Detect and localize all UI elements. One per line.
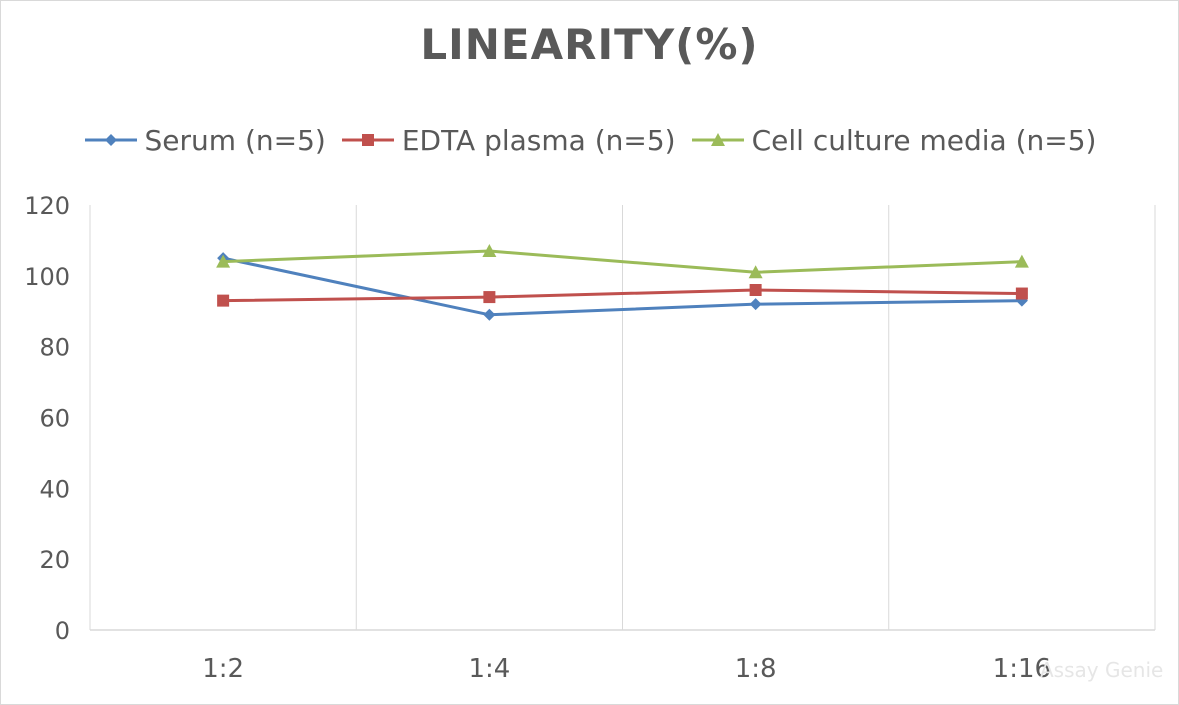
y-tick-label: 80 — [39, 334, 70, 362]
legend-marker-serum — [84, 134, 137, 146]
legend-marker-edta-plasma — [341, 134, 394, 146]
data-point — [749, 284, 762, 296]
y-tick-label: 120 — [24, 192, 70, 220]
data-point — [748, 265, 763, 279]
data-point — [482, 244, 497, 258]
y-tick-label: 100 — [24, 263, 70, 291]
data-point — [483, 308, 496, 321]
series-line — [223, 288, 1022, 303]
data-point — [1014, 254, 1029, 268]
y-tick-label: 20 — [39, 546, 70, 574]
legend-item-cell-culture-media: Cell culture media (n=5) — [690, 123, 1097, 157]
y-tick-label: 0 — [55, 617, 70, 645]
series-line — [223, 249, 1022, 274]
x-tick-label: 1:4 — [468, 654, 510, 684]
legend-label-cell-culture-media: Cell culture media (n=5) — [751, 123, 1097, 157]
watermark: Assay Genie — [1040, 658, 1164, 682]
legend-item-serum: Serum (n=5) — [83, 124, 326, 157]
x-tick-label: 1:16 — [993, 654, 1051, 684]
data-point — [216, 254, 231, 268]
chart-legend: Serum (n=5) EDTA plasma (n=5) Cell cultu… — [0, 120, 1179, 160]
legend-label-edta-plasma: EDTA plasma (n=5) — [401, 123, 676, 157]
y-tick-label: 60 — [39, 405, 70, 433]
data-point — [483, 291, 496, 304]
data-point — [217, 294, 230, 307]
data-point — [1015, 287, 1028, 300]
chart-title: LINEARITY(%) — [420, 20, 759, 69]
legend-item-edta-plasma: EDTA plasma (n=5) — [340, 124, 676, 157]
data-point — [749, 298, 762, 311]
series-line — [222, 256, 1022, 317]
legend-label-serum: Serum (n=5) — [144, 123, 326, 157]
legend-marker-cell-culture-media — [691, 133, 744, 146]
x-tick-label: 1:2 — [202, 654, 244, 684]
y-tick-label: 40 — [39, 475, 70, 503]
x-tick-label: 1:8 — [735, 654, 777, 684]
